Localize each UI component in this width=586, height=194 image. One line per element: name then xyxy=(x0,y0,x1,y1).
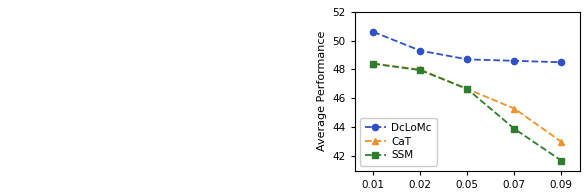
Line: SSM: SSM xyxy=(370,61,564,164)
Line: DcLoMc: DcLoMc xyxy=(370,29,564,65)
SSM xyxy=(370,62,377,65)
SSM xyxy=(558,159,565,162)
CaT xyxy=(558,141,565,143)
Line: CaT: CaT xyxy=(370,61,564,145)
CaT xyxy=(511,107,518,110)
SSM xyxy=(417,69,424,71)
CaT xyxy=(370,62,377,65)
DcLoMc xyxy=(370,31,377,33)
Y-axis label: Average Performance: Average Performance xyxy=(316,31,327,151)
SSM xyxy=(464,88,471,90)
DcLoMc xyxy=(464,58,471,61)
CaT xyxy=(417,68,424,71)
SSM xyxy=(511,128,518,130)
DcLoMc xyxy=(511,60,518,62)
CaT xyxy=(464,88,471,90)
Legend: DcLoMc, CaT, SSM: DcLoMc, CaT, SSM xyxy=(360,118,437,165)
DcLoMc xyxy=(558,61,565,63)
DcLoMc xyxy=(417,49,424,52)
